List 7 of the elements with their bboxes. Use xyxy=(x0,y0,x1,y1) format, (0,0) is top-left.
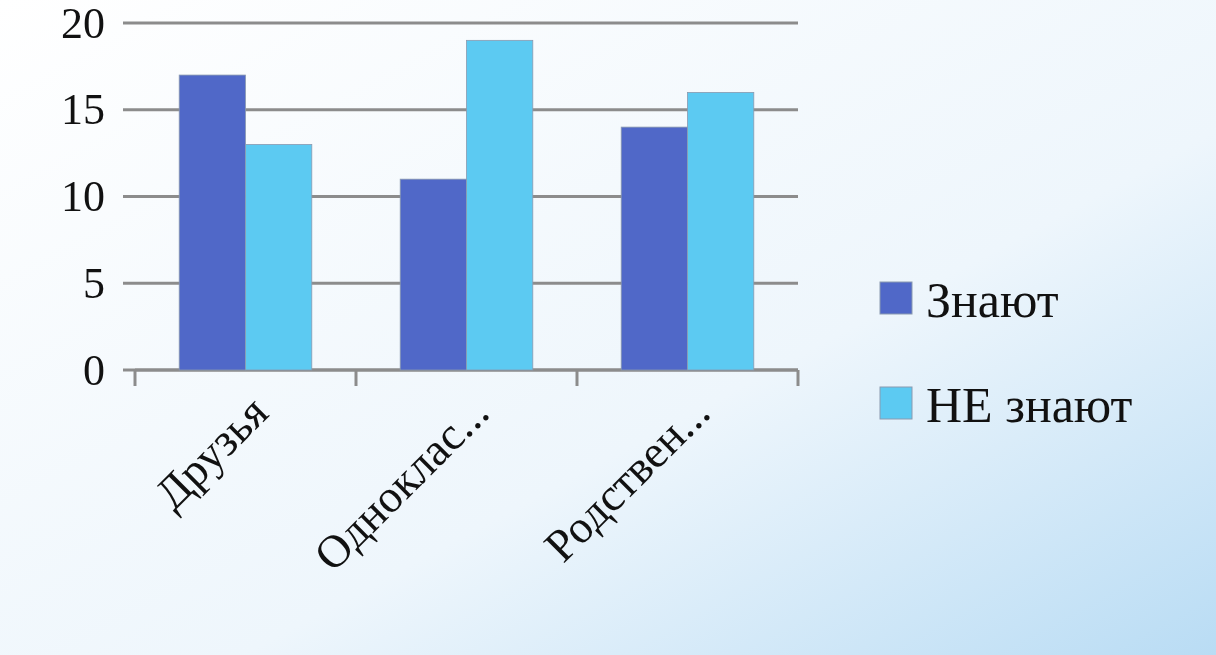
y-tick-label: 5 xyxy=(83,258,105,308)
y-tick-label: 10 xyxy=(61,172,105,221)
legend-label: Знают xyxy=(926,272,1059,328)
y-tick-label: 15 xyxy=(61,85,105,135)
y-tick-label: 20 xyxy=(61,0,105,48)
y-tick-label: 0 xyxy=(83,345,105,395)
legend-label: НЕ знают xyxy=(926,377,1133,433)
